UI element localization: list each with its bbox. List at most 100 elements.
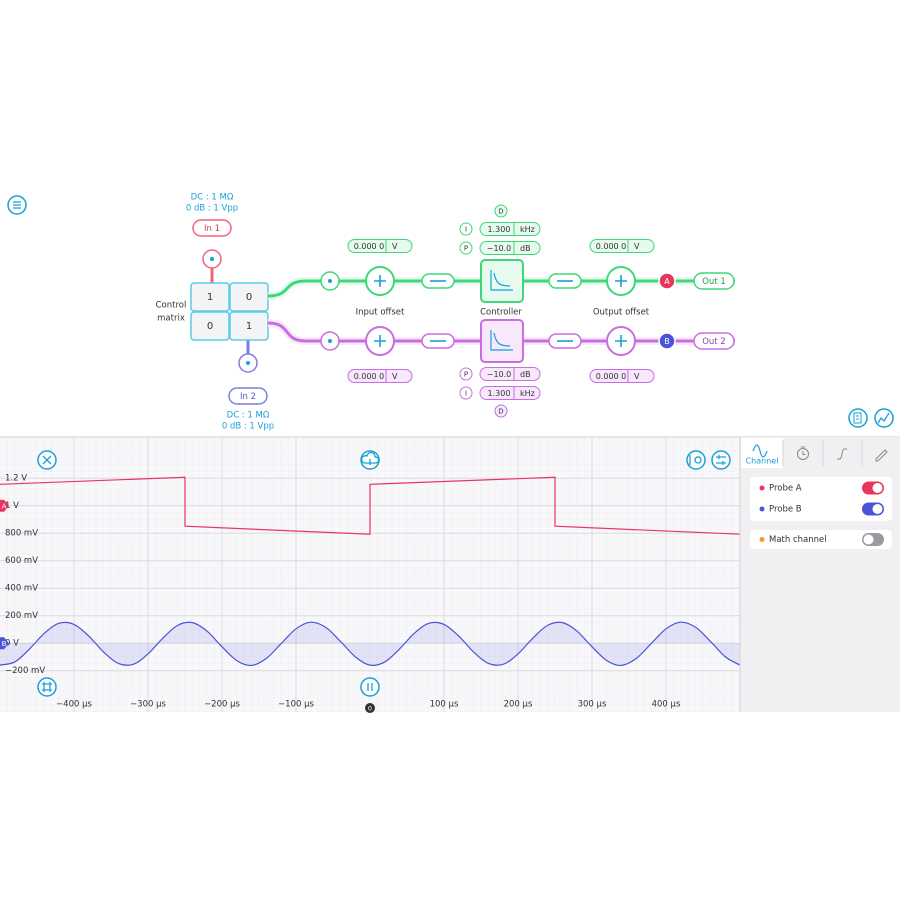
y-tick-label: 600 mV	[5, 556, 38, 566]
param-badge-label: P	[464, 371, 468, 379]
pause-button-icon	[367, 683, 373, 691]
controller-param[interactable]	[479, 386, 541, 400]
y-tick-label: 1 V	[5, 501, 19, 511]
input-range: 0 dB : 1 Vpp	[186, 204, 238, 214]
controller-param-value: −10.0	[487, 244, 512, 253]
output-button[interactable]	[693, 332, 735, 350]
param-badge-label: I	[465, 390, 467, 398]
input-button-label: In 1	[204, 224, 220, 234]
minor-grid	[0, 437, 740, 712]
y-tick-label: 800 mV	[5, 528, 38, 538]
input-button[interactable]	[192, 219, 232, 237]
x-tick-label: 200 µs	[504, 700, 533, 710]
tab-edit[interactable]	[875, 449, 888, 462]
x-tick-label: 100 µs	[430, 700, 459, 710]
tab-channel[interactable]: Channel	[741, 438, 783, 468]
tab-separators	[782, 440, 863, 466]
y-tick-label: 1.2 V	[5, 473, 27, 483]
output-offset[interactable]	[589, 239, 655, 253]
y-tick-label: 0 V	[5, 638, 19, 648]
toggle-knob	[863, 534, 874, 545]
input-offset-value: 0.000 0	[354, 242, 385, 251]
tab-trigger[interactable]	[837, 448, 847, 460]
input-coupling: DC : 1 MΩ	[227, 411, 270, 421]
probe-card	[750, 477, 892, 521]
y-tick-label: −200 mV	[5, 666, 45, 676]
channel-wire	[267, 321, 735, 343]
controller-param[interactable]	[479, 241, 541, 255]
series-line	[0, 621, 741, 667]
controller-param[interactable]	[479, 222, 541, 236]
x-tick-label: −400 µs	[56, 700, 92, 710]
notes-button[interactable]	[848, 408, 868, 428]
channel-node-dot	[328, 339, 332, 343]
output-offset-value: 0.000 0	[596, 242, 627, 251]
x-tick-label: −100 µs	[278, 700, 314, 710]
channel-dot	[759, 485, 765, 491]
x-tick-label: −200 µs	[204, 700, 240, 710]
pause-button[interactable]	[360, 677, 380, 697]
channel-name: Probe B	[769, 505, 802, 515]
y-tick-label: 400 mV	[5, 583, 38, 593]
param-badge	[494, 204, 508, 218]
input-button-label: In 2	[240, 392, 256, 402]
export-button-icon	[361, 451, 380, 465]
controller-icon	[490, 330, 513, 351]
output-offset-value: 0.000 0	[596, 372, 627, 381]
probe-marker[interactable]	[0, 637, 9, 650]
output-button-label: Out 1	[702, 277, 726, 287]
probe-badge	[658, 272, 676, 290]
tab-label: Channel	[746, 457, 779, 466]
zoom-button-icon	[689, 455, 702, 465]
controller-box[interactable]	[480, 259, 524, 303]
settings-button[interactable]	[711, 450, 731, 470]
adder-sign	[374, 275, 386, 287]
probe-badge-label: B	[664, 337, 670, 346]
menu-button[interactable]	[7, 195, 27, 215]
input-range: 0 dB : 1 Vpp	[222, 422, 274, 432]
x-tick-label: 300 µs	[578, 700, 607, 710]
matrix-cell[interactable]	[190, 311, 230, 341]
x-tick-label: 400 µs	[652, 700, 681, 710]
grid-button[interactable]	[37, 677, 57, 697]
output-offset-unit: V	[634, 242, 640, 251]
block-label: Output offset	[593, 308, 650, 318]
input-button[interactable]	[228, 387, 268, 405]
output-offset[interactable]	[589, 369, 655, 383]
param-badge-label: P	[464, 245, 468, 253]
input-offset-unit: V	[392, 372, 398, 381]
probe-marker-label: B	[2, 640, 7, 648]
tab-timebase[interactable]	[797, 446, 809, 460]
channel-dot	[759, 537, 765, 542]
channel-list: Probe A Probe B Math channel	[759, 481, 884, 546]
channel-wire	[267, 279, 735, 298]
probe-marker[interactable]	[0, 499, 9, 512]
controller-param-unit: dB	[520, 370, 531, 379]
block-label: Controller	[480, 308, 522, 318]
param-badge	[459, 241, 473, 255]
series-area	[0, 622, 740, 666]
adder-sign	[615, 335, 627, 347]
plot-button[interactable]	[874, 408, 894, 428]
input-offset[interactable]	[347, 239, 413, 253]
channel-node-dot	[328, 279, 332, 283]
matrix-cell[interactable]	[190, 282, 230, 312]
input-dot	[210, 257, 214, 261]
probe-badge	[658, 332, 676, 350]
input-offset[interactable]	[347, 369, 413, 383]
math-card	[750, 530, 892, 549]
output-button-label: Out 2	[702, 337, 726, 347]
input-coupling: DC : 1 MΩ	[191, 193, 234, 203]
matrix-value: 0	[246, 292, 252, 303]
series-line	[0, 476, 741, 535]
output-button[interactable]	[693, 272, 735, 290]
zoom-button[interactable]	[686, 450, 706, 470]
controller-param[interactable]	[479, 367, 541, 381]
matrix-label: Control	[156, 301, 187, 311]
controller-param-value: 1.300	[488, 225, 511, 234]
controller-box[interactable]	[480, 319, 524, 363]
input-dot	[246, 361, 250, 365]
time-zero-marker[interactable]	[365, 703, 375, 713]
